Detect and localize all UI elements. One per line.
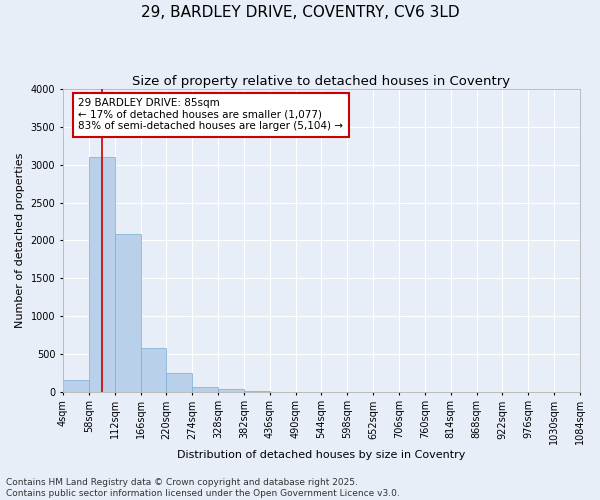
Y-axis label: Number of detached properties: Number of detached properties — [15, 152, 25, 328]
Text: 29, BARDLEY DRIVE, COVENTRY, CV6 3LD: 29, BARDLEY DRIVE, COVENTRY, CV6 3LD — [140, 5, 460, 20]
Text: Contains HM Land Registry data © Crown copyright and database right 2025.
Contai: Contains HM Land Registry data © Crown c… — [6, 478, 400, 498]
Title: Size of property relative to detached houses in Coventry: Size of property relative to detached ho… — [133, 75, 511, 88]
Bar — [218, 389, 244, 392]
X-axis label: Distribution of detached houses by size in Coventry: Distribution of detached houses by size … — [177, 450, 466, 460]
Text: 29 BARDLEY DRIVE: 85sqm
← 17% of detached houses are smaller (1,077)
83% of semi: 29 BARDLEY DRIVE: 85sqm ← 17% of detache… — [79, 98, 343, 132]
Bar — [89, 157, 115, 392]
Bar — [192, 386, 218, 392]
Bar — [244, 391, 270, 392]
Bar — [115, 234, 140, 392]
Bar — [140, 348, 166, 392]
Bar — [166, 374, 192, 392]
Bar — [63, 380, 89, 392]
